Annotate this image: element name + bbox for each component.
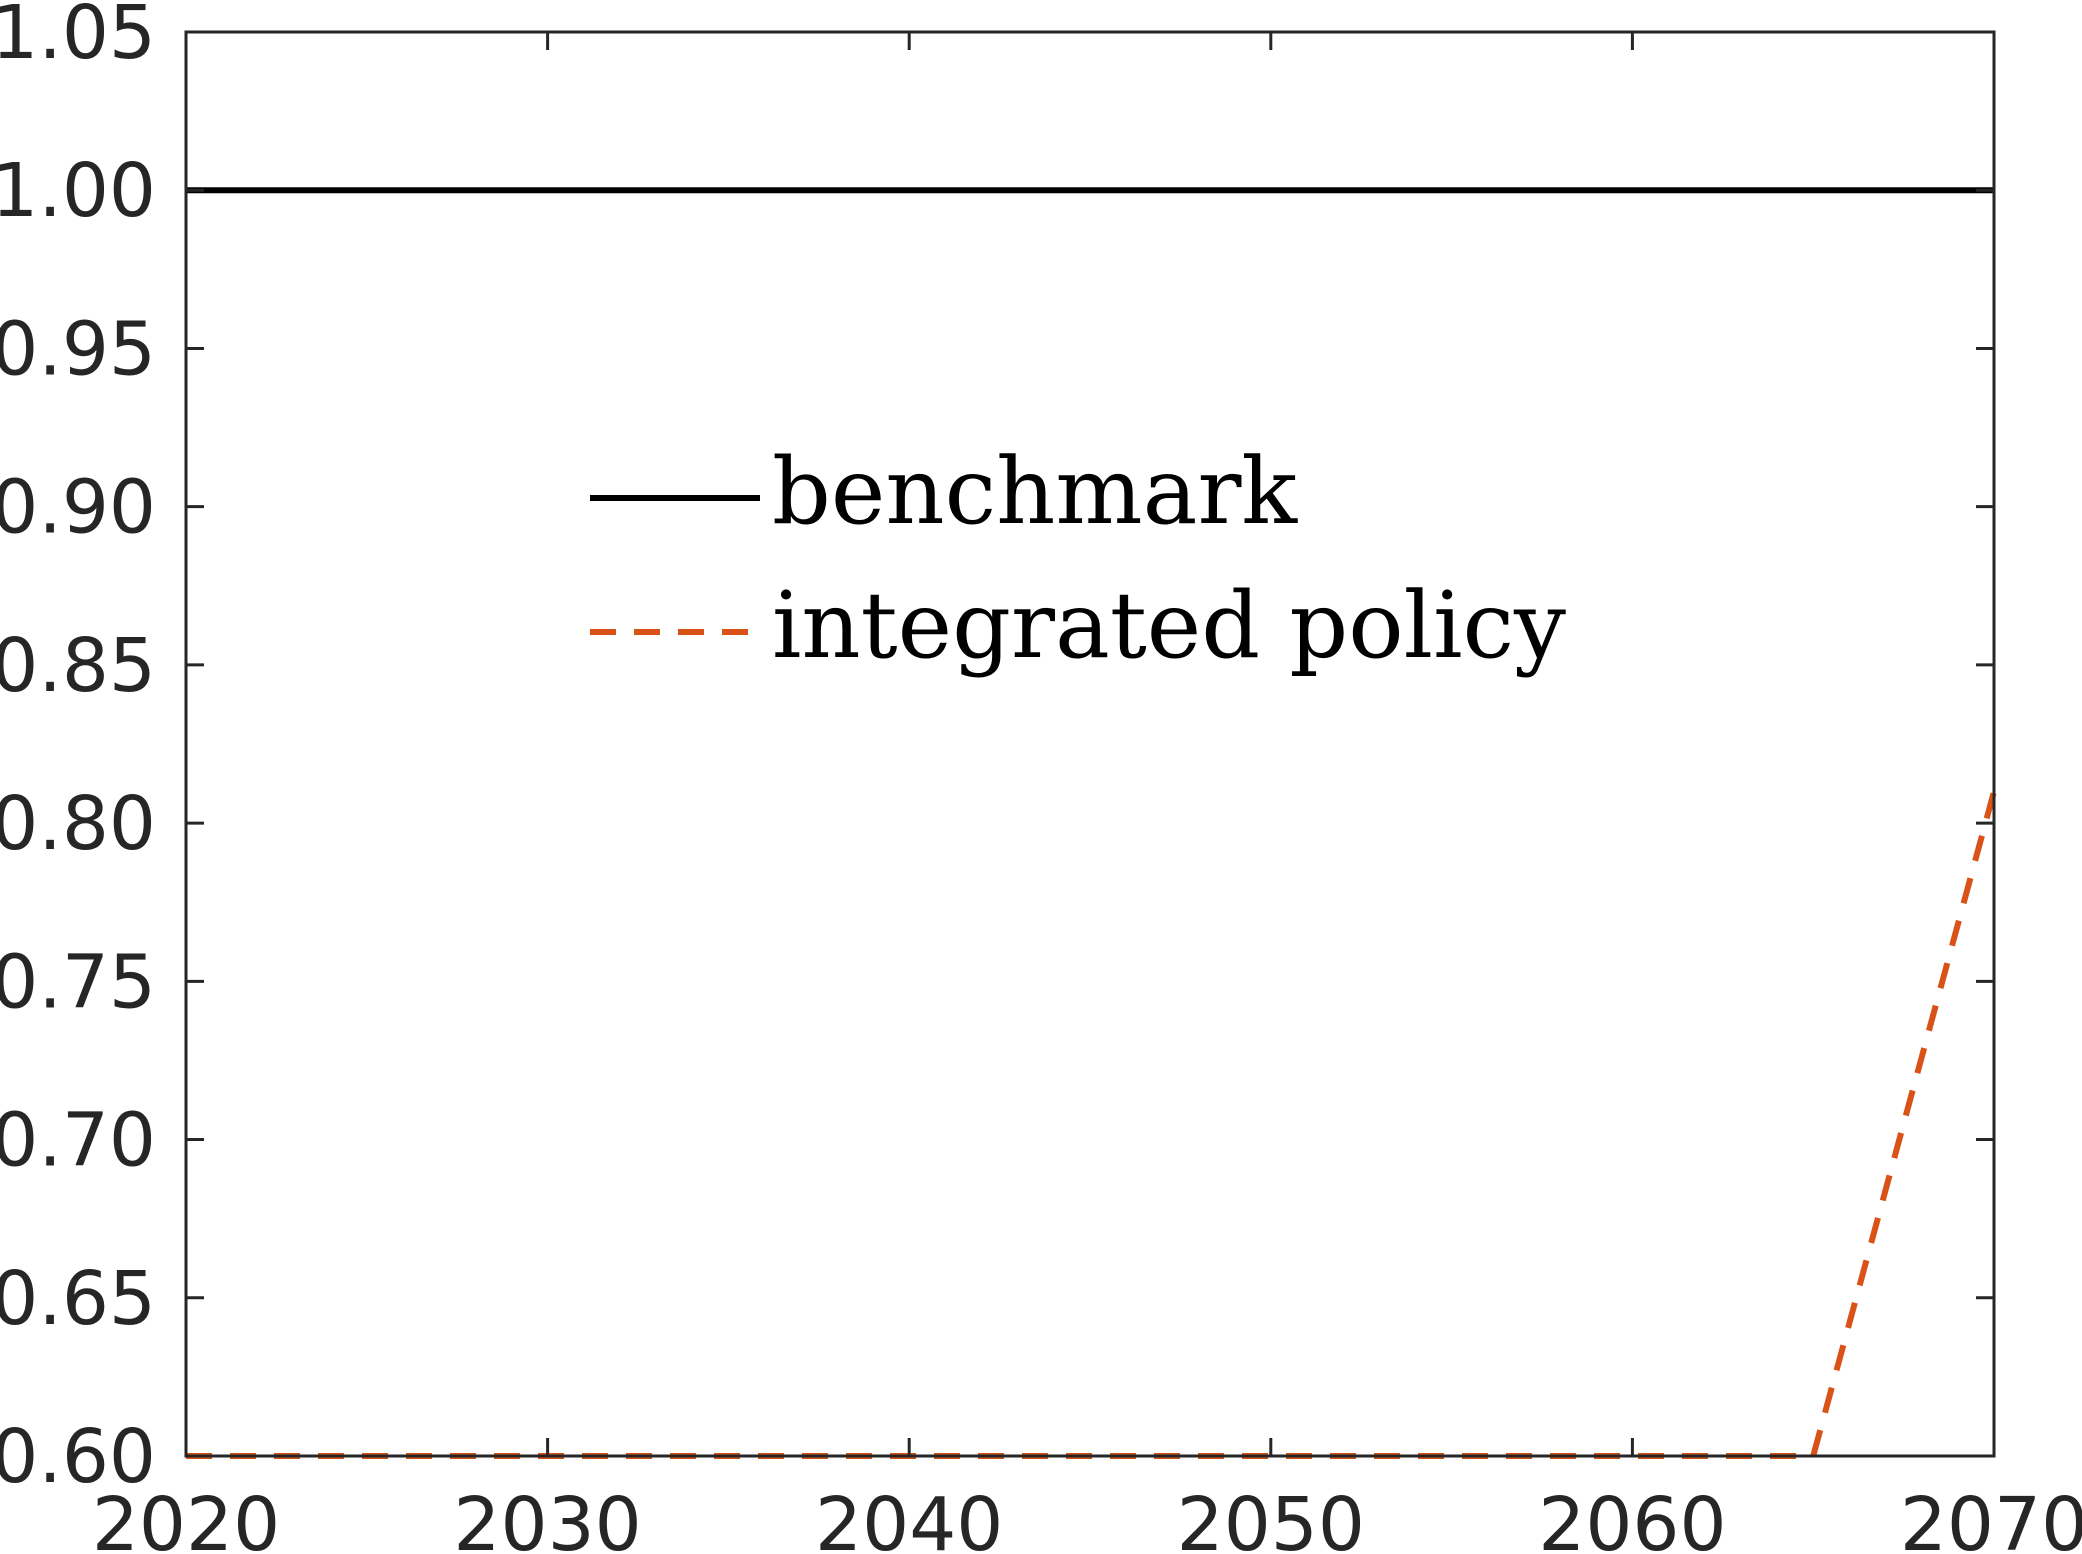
axes-box [184,30,1996,1458]
y-tick-label: 0.65 [0,1256,156,1342]
y-tick-label: 0.80 [0,781,156,867]
y-tick-label: 0.85 [0,623,156,709]
x-tick-label: 2040 [815,1482,1003,1554]
y-tick-label: 0.90 [0,465,156,551]
plot-area [186,32,1994,1456]
x-tick-label: 2050 [1177,1482,1365,1554]
legend-label-benchmark: benchmark [772,438,1298,545]
x-tick-label: 2070 [1900,1482,2082,1554]
y-tick-label: 0.95 [0,306,156,392]
y-tick-label: 0.70 [0,1098,156,1184]
y-tick-label: 1.00 [0,148,156,234]
legend: benchmark integrated policy [590,438,1566,679]
x-tick-label: 2030 [453,1482,641,1554]
y-tick-label: 0.75 [0,939,156,1025]
y-tick-label: 0.60 [0,1414,156,1500]
y-tick-label: 1.05 [0,0,156,76]
x-tick-label: 2060 [1538,1482,1726,1554]
x-tick-label: 2020 [92,1482,280,1554]
legend-label-integrated-policy: integrated policy [772,572,1566,679]
